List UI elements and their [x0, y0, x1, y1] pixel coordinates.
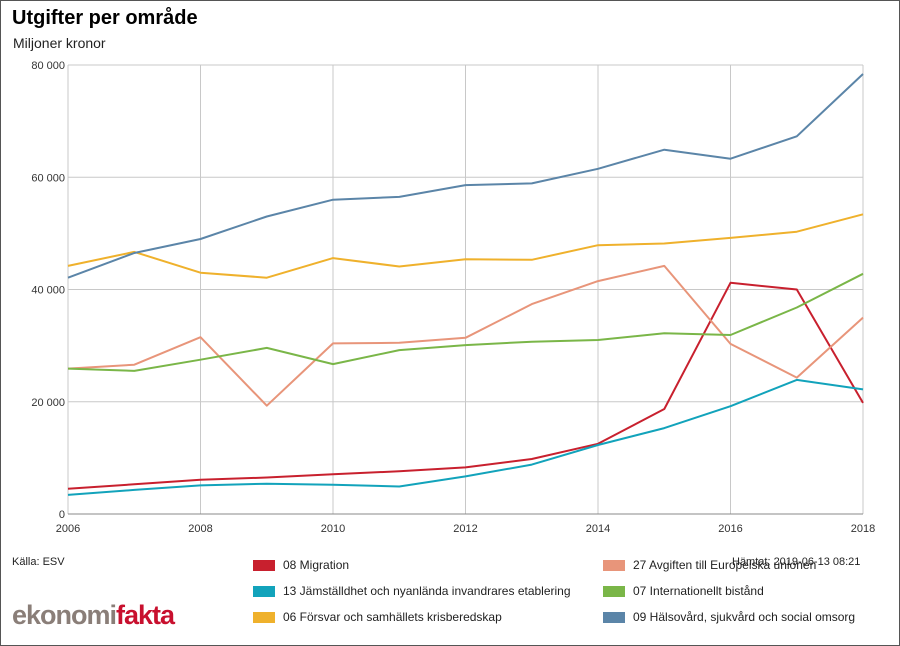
series-line-3	[67, 378, 864, 496]
series-line-2	[67, 264, 864, 407]
fetched-timestamp: Hämtat: 2019-06-13 08:21	[732, 556, 861, 568]
series-line-1	[67, 281, 864, 490]
chart-title: Utgifter per område	[12, 7, 198, 29]
logo-part-1: ekonomi	[12, 600, 117, 630]
y-tick-label: 60 000	[31, 172, 65, 184]
x-tick-label: 2010	[321, 523, 345, 535]
x-tick-label: 2014	[586, 523, 610, 535]
legend-item-6: 09 Hälsovård, sjukvård och social omsorg	[603, 610, 855, 624]
source-label: Källa: ESV	[12, 556, 65, 568]
x-tick-label: 2016	[718, 523, 742, 535]
logo-part-2: fakta	[116, 600, 175, 630]
legend-swatch	[603, 559, 625, 571]
legend-label: 08 Migration	[283, 558, 350, 572]
series-line-6	[67, 73, 864, 279]
legend-label: 13 Jämställdhet och nyanlända invandrare…	[283, 584, 571, 598]
legend-swatch	[253, 611, 275, 623]
x-tick-label: 2006	[56, 523, 80, 535]
series-line-5	[67, 213, 864, 279]
x-tick-label: 2018	[851, 523, 875, 535]
ekonomifakta-logo: ekonomifakta	[12, 600, 175, 631]
y-tick-label: 40 000	[31, 285, 65, 297]
legend-label: 06 Försvar och samhällets krisberedskap	[283, 610, 502, 624]
legend-item-4: 07 Internationellt bistånd	[603, 584, 764, 598]
y-tick-label: 0	[59, 509, 65, 521]
legend-swatch	[603, 585, 625, 597]
legend-item-1: 08 Migration	[253, 558, 349, 572]
x-tick-label: 2012	[453, 523, 477, 535]
series-line-4	[67, 272, 864, 372]
legend-item-2: 27 Avgiften till Europeiska unionen	[603, 558, 816, 572]
x-tick-label: 2008	[188, 523, 212, 535]
legend-swatch	[603, 611, 625, 623]
y-tick-label: 80 000	[31, 60, 65, 72]
legend-item-5: 06 Försvar och samhällets krisberedskap	[253, 610, 502, 624]
legend-label: 07 Internationellt bistånd	[633, 584, 764, 598]
legend-item-3: 13 Jämställdhet och nyanlända invandrare…	[253, 584, 571, 598]
legend-swatch	[253, 559, 275, 571]
legend-label: 27 Avgiften till Europeiska unionen	[633, 558, 817, 572]
legend-label: 09 Hälsovård, sjukvård och social omsorg	[633, 610, 856, 624]
legend-swatch	[253, 585, 275, 597]
chart-subtitle: Miljoner kronor	[13, 35, 106, 51]
y-tick-label: 20 000	[31, 397, 65, 409]
